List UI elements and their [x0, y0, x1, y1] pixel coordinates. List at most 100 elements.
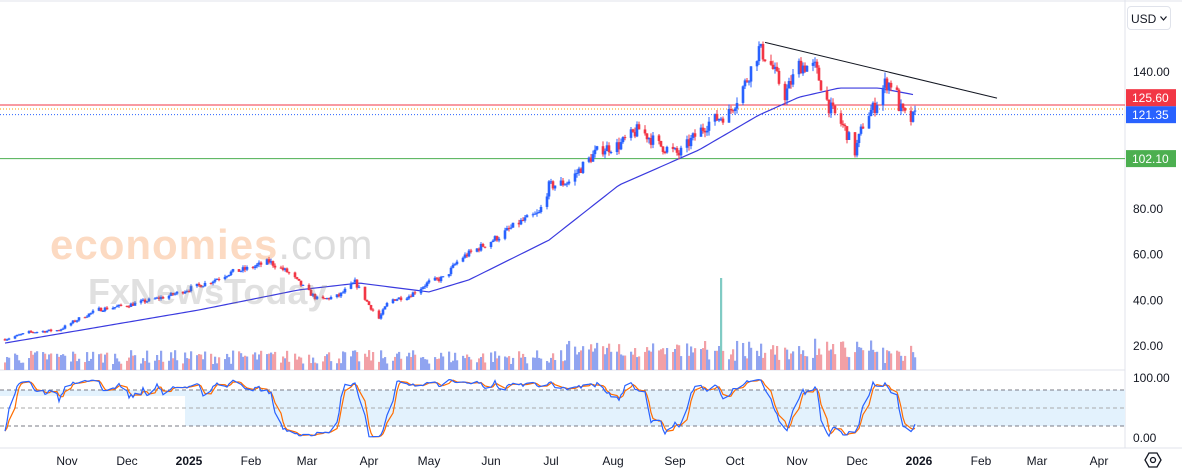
candle-body	[161, 297, 165, 299]
volume-bar	[662, 348, 665, 370]
volume-bar	[386, 363, 389, 370]
candle-body	[101, 310, 105, 312]
volume-bar	[100, 353, 103, 370]
candle-body	[705, 130, 709, 133]
candle-body	[803, 65, 807, 72]
volume-bar	[910, 345, 913, 370]
volume-bar	[784, 347, 787, 370]
candle-body	[843, 125, 847, 127]
candle-body	[299, 280, 303, 286]
candle-body	[113, 307, 117, 309]
candle-body	[465, 254, 469, 257]
volume-bar	[580, 350, 583, 370]
candle-body	[545, 196, 549, 207]
candle-body	[141, 299, 145, 301]
volume-bar	[338, 358, 341, 370]
candle-body	[145, 301, 149, 303]
candle-body	[533, 213, 537, 215]
candle-body	[603, 151, 607, 155]
time-tick-label: Dec	[116, 454, 137, 468]
candle-body	[747, 81, 751, 83]
candle-body	[365, 299, 369, 302]
candle-body	[537, 212, 541, 214]
candle-body	[559, 180, 563, 186]
volume-bar	[862, 350, 865, 370]
volume-bar	[750, 347, 753, 370]
candle-body	[281, 267, 285, 270]
time-tick-label: Feb	[241, 454, 262, 468]
volume-bar	[260, 350, 263, 370]
candle-body	[309, 290, 313, 296]
candle-body	[433, 277, 437, 281]
candle-body	[565, 183, 569, 185]
candle-body	[649, 137, 653, 145]
candle-body	[353, 279, 357, 283]
currency-selector[interactable]: USD	[1127, 6, 1171, 30]
volume-bar	[70, 361, 73, 370]
candle-body	[419, 288, 423, 294]
volume-bar	[302, 363, 305, 370]
volume-bar	[176, 360, 179, 370]
volume-bar	[126, 360, 129, 370]
volume-bar	[546, 361, 549, 370]
volume-bar	[868, 350, 871, 370]
volume-bar	[198, 354, 201, 370]
volume-bar	[830, 349, 833, 370]
candle-body	[271, 261, 275, 266]
volume-bar	[688, 355, 691, 370]
volume-bar	[448, 351, 451, 370]
volume-bar	[536, 350, 539, 370]
volume-bar	[32, 354, 35, 370]
volume-bar	[770, 349, 773, 370]
candle-body	[117, 304, 121, 307]
volume-bar	[602, 346, 605, 370]
candle-body	[385, 303, 389, 307]
stoch-tick-label: 100.00	[1133, 371, 1170, 385]
volume-bar	[98, 354, 101, 370]
volume-bar	[588, 349, 591, 370]
volume-bar	[16, 354, 19, 370]
candle-body	[313, 293, 317, 299]
candle-body	[607, 145, 611, 153]
volume-bar	[44, 353, 47, 370]
candle-body	[493, 236, 497, 241]
volume-bar	[274, 351, 277, 370]
volume-bar	[380, 350, 383, 370]
candle-body	[735, 102, 739, 109]
volume-bar	[872, 349, 875, 370]
volume-bar	[308, 354, 311, 370]
candle-body	[551, 181, 555, 189]
time-tick-label: May	[418, 454, 441, 468]
candle-body	[489, 241, 493, 247]
volume-bar	[828, 350, 831, 370]
candle-body	[587, 157, 591, 162]
volume-bar	[56, 353, 59, 370]
candle-body	[407, 296, 411, 299]
volume-bar	[266, 354, 269, 370]
volume-bar	[288, 361, 291, 370]
volume-bar	[414, 354, 417, 370]
candle-body	[887, 82, 891, 91]
volume-bar	[330, 361, 333, 370]
candle-body	[327, 298, 331, 300]
candle-body	[383, 306, 387, 310]
candle-body	[715, 113, 719, 121]
candle-body	[685, 139, 689, 148]
volume-bar	[230, 363, 233, 370]
candle-body	[889, 82, 893, 88]
settings-gear-icon[interactable]	[1144, 451, 1162, 469]
candle-body	[623, 137, 627, 139]
candle-body	[287, 272, 291, 274]
time-tick-label: Apr	[1090, 454, 1109, 468]
volume-bar	[736, 340, 739, 370]
volume-bar	[550, 357, 553, 370]
candle-body	[241, 267, 245, 271]
candle-body	[595, 146, 599, 150]
volume-bar	[324, 356, 327, 370]
candle-body	[789, 81, 793, 85]
volume-bar	[496, 358, 499, 370]
volume-bar	[322, 361, 325, 370]
volume-bar	[18, 360, 21, 370]
volume-bar	[480, 357, 483, 370]
